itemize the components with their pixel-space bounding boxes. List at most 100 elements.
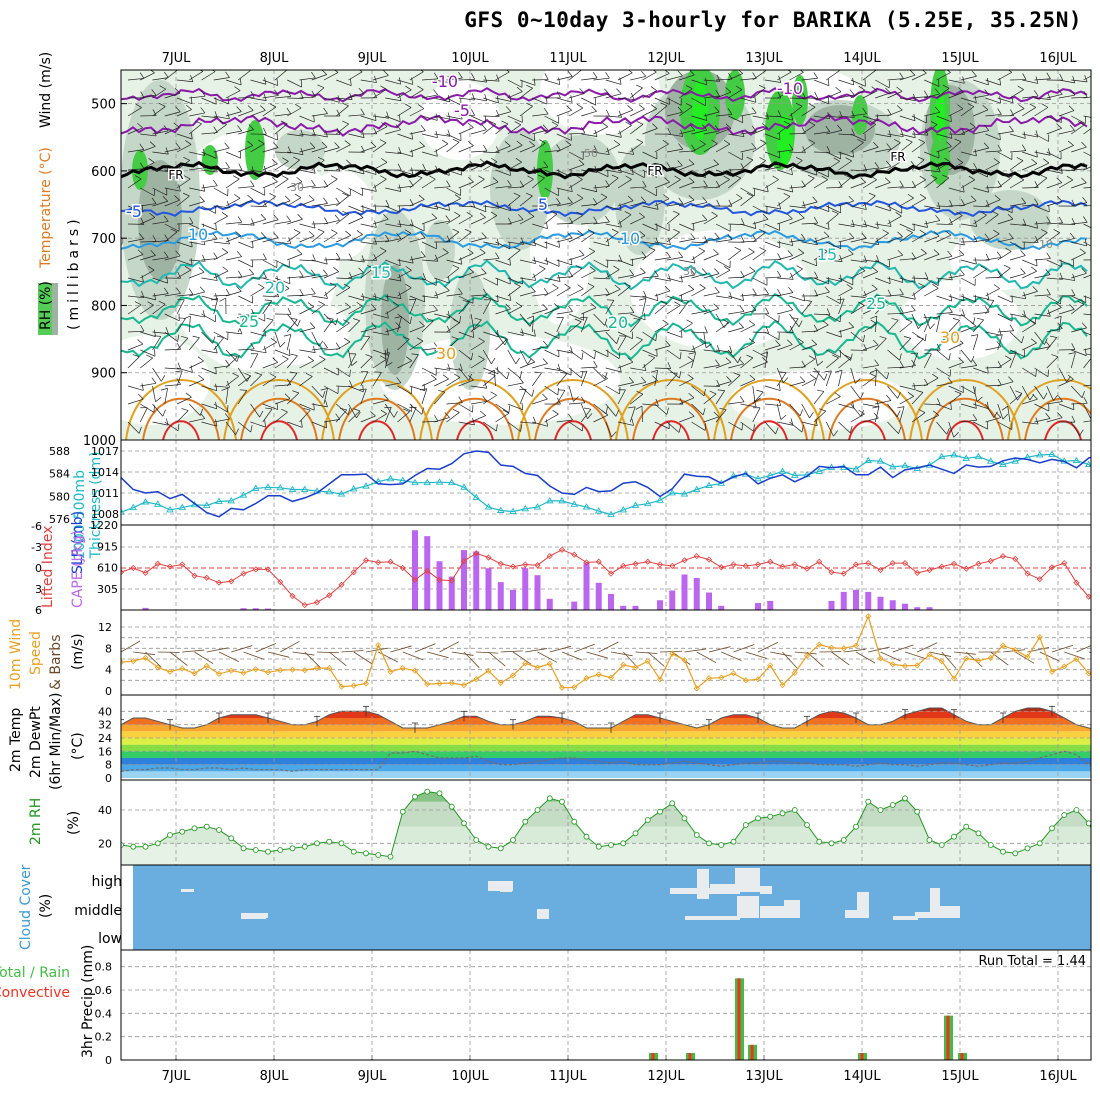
wind-barb <box>973 367 989 374</box>
thickness-marker <box>888 462 897 470</box>
wind-barb-flag <box>215 419 218 427</box>
li-marker <box>656 561 664 568</box>
wind-barb <box>323 419 340 423</box>
wind10-barb <box>255 643 277 653</box>
wind-barb-flag <box>353 408 361 412</box>
wind-barb <box>164 384 181 387</box>
wind-barb <box>189 291 205 297</box>
wind-barb <box>764 313 779 323</box>
cape-bar <box>865 591 872 610</box>
wind-barb-flag <box>175 250 181 257</box>
wind-barb <box>666 111 683 117</box>
cloud-panel <box>133 865 1091 950</box>
wind-barb-flag <box>888 130 892 137</box>
wind-barb <box>458 215 473 225</box>
thickness-marker <box>545 496 554 504</box>
wind-barb <box>1034 162 1050 171</box>
wind10-marker <box>121 659 125 666</box>
rh-saturated-area <box>245 120 265 180</box>
wind-barb-flag <box>778 315 780 323</box>
wind-barb-flag <box>812 196 818 203</box>
wind-barb-flag <box>317 84 325 89</box>
wind-barb <box>421 133 438 139</box>
wind10-marker <box>362 680 370 687</box>
wind-barb-flag <box>1030 338 1037 344</box>
wind-barb-flag <box>619 165 622 173</box>
pressure-tick-label: 900 <box>91 367 116 382</box>
thickness-marker <box>582 503 591 510</box>
wind-barb-flag <box>490 211 498 216</box>
temperature-contour <box>436 397 514 440</box>
wind10-barb <box>328 651 347 667</box>
wind-barb-flag <box>871 284 878 290</box>
wind-barb-flag <box>270 338 277 343</box>
li-marker <box>669 562 676 569</box>
wind-barb-flag <box>821 247 828 252</box>
wind-barb <box>630 235 646 243</box>
wind-barb <box>421 205 438 210</box>
wind-barb <box>152 169 169 172</box>
wind-barb <box>409 256 426 261</box>
wind-barb-flag <box>702 196 708 203</box>
wind-barb <box>483 97 499 104</box>
wind-barb-flag <box>1095 90 1099 96</box>
thickness-marker <box>398 476 407 483</box>
wind10-barb <box>868 646 890 653</box>
wind-barb-flag <box>862 335 866 343</box>
wind-barb-flag <box>885 87 891 94</box>
wind-barb-flag <box>733 372 741 376</box>
wind-barb-flag <box>1069 232 1075 239</box>
wind-barb <box>605 269 620 279</box>
wind-barb <box>201 185 218 189</box>
wind-barb <box>617 97 634 100</box>
temp-band <box>121 764 1091 772</box>
wind-barb <box>225 291 242 297</box>
wind-barb <box>629 406 636 423</box>
wind-barb-flag <box>1070 89 1076 96</box>
wind-barb <box>544 385 558 396</box>
wind-barb <box>789 313 800 328</box>
wind-barb-flag <box>838 180 843 188</box>
wind-barb-flag <box>704 326 708 334</box>
wind-barb-flag <box>158 103 166 107</box>
wind-barb-flag <box>175 106 181 113</box>
wind-barb <box>1022 421 1039 425</box>
wind-barb-flag <box>589 266 596 271</box>
wind-barb-flag <box>294 193 302 198</box>
wind-barb-flag <box>663 194 670 200</box>
wind-barb-flag <box>754 221 757 229</box>
wind-barb-flag <box>961 309 965 317</box>
contour-label: FR <box>890 150 905 164</box>
wind-barb <box>850 89 865 99</box>
wind-barb-flag <box>677 106 683 113</box>
wind-barb <box>1071 168 1088 171</box>
wind-barb-flag <box>616 88 622 95</box>
wind-barb <box>470 217 486 225</box>
wind-barb <box>850 413 865 423</box>
wind-barb-flag <box>275 290 280 297</box>
thickness-marker <box>484 503 493 510</box>
li-marker <box>914 569 921 576</box>
wind-barb <box>287 421 303 428</box>
wind10-barb <box>218 651 239 663</box>
wind-barb <box>323 367 339 376</box>
wind-barb <box>617 125 632 135</box>
wind-barb-flag <box>422 273 426 280</box>
wind-barb-flag <box>1021 336 1024 344</box>
wind-barb <box>470 179 485 189</box>
wind-barb <box>630 169 645 178</box>
wind-barb-flag <box>852 150 855 158</box>
wind-barb-flag <box>1098 331 1099 338</box>
li-marker <box>252 566 259 573</box>
temperature-contour <box>121 319 1088 361</box>
wind-barb <box>532 177 545 189</box>
temp2m-label-4: (°C) <box>70 732 86 760</box>
rh2m-marker <box>179 828 186 835</box>
wind-barb <box>924 277 939 287</box>
wind-barb-flag <box>680 275 683 283</box>
wind-barb-flag <box>452 138 460 143</box>
wind-barb <box>936 349 950 361</box>
wind-barb <box>568 288 584 297</box>
wind-barb-flag <box>667 362 672 369</box>
wind-barb <box>483 394 497 405</box>
